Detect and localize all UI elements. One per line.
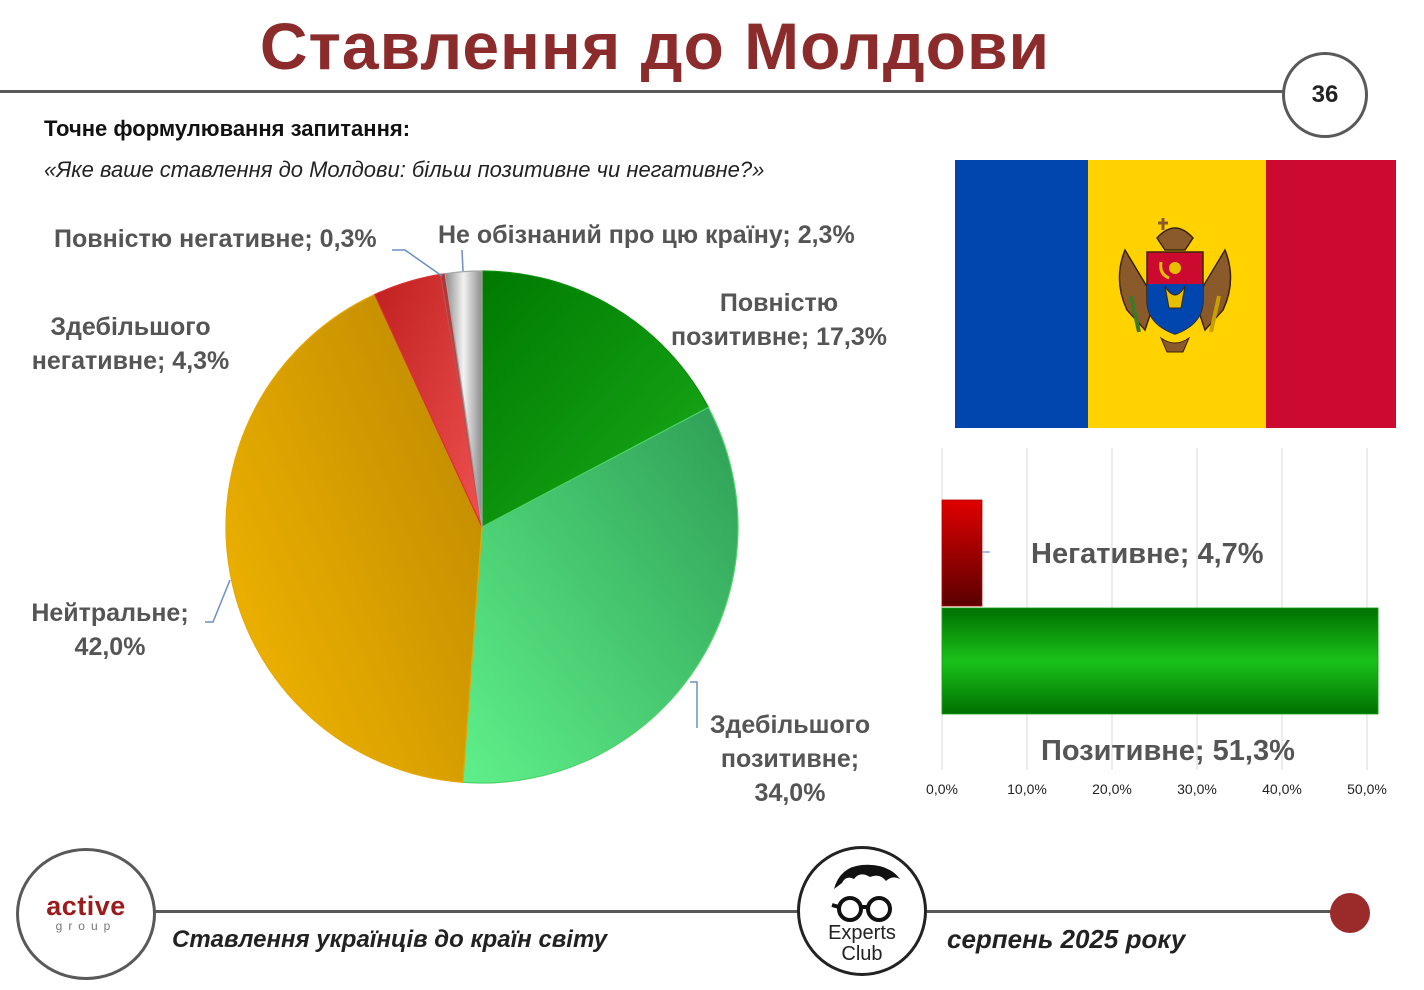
pie-label-mostly-negative-line2: негативне; 4,3% [31,347,230,375]
experts-club-text: Experts Club [800,923,924,965]
bar-positive [941,607,1379,715]
footer-end-dot [1330,893,1370,933]
pie-label-neutral-line1: Нейтральне; [31,599,189,627]
bar-x-tick-label: 50,0% [1347,781,1387,797]
page-number: 36 [1282,52,1368,138]
bar-x-tick-label: 10,0% [1007,781,1047,797]
pie-slice-strong-positive [481,270,710,528]
bar-x-tick-label: 20,0% [1092,781,1132,797]
glasses-icon [831,864,900,922]
leader-line-unaware [461,249,464,272]
experts-logo-line1: Experts [828,922,896,944]
pie-slice-mostly-positive [462,406,739,784]
footer-date: серпень 2025 року [947,924,1186,954]
bar-x-tick-label: 40,0% [1262,781,1302,797]
experts-club-logo: Experts Club [797,846,927,976]
active-group-logo: active group [16,848,156,980]
question-label: Точне формулювання запитання: [44,116,411,141]
group-logo-text: group [55,919,117,933]
pie-label-mostly-positive: Здебільшого позитивне; 34,0% [690,708,890,810]
leader-line-neutral [205,579,231,623]
pie-label-unaware: Не обізнаний про цю країну; 2,3% [438,221,855,249]
pie-label-mostly-positive-line1: Здебільшого [709,711,871,739]
pie-slice-neutral [225,293,483,783]
header-divider [0,90,1284,93]
pie-label-mostly-negative: Здебільшого негативне; 4,3% [8,310,253,378]
flag-red-stripe [1266,160,1396,428]
pie-label-mostly-positive-line2: позитивне; [720,745,860,773]
pie-label-neutral-line2: 42,0% [74,633,146,661]
active-logo-text: active [46,891,126,921]
pie-label-mostly-negative-line1: Здебільшого [50,313,211,341]
moldova-flag [955,160,1396,428]
experts-logo-line2: Club [841,943,883,965]
question-text: «Яке ваше ставлення до Молдови: більш по… [44,157,765,182]
bar-data-label-negative: Негативне; 4,7% [1031,538,1264,570]
pie-label-strong-positive: Повністю позитивне; 17,3% [644,286,914,354]
pie-label-strong-positive-line2: позитивне; 17,3% [671,323,887,351]
leader-line-strong-negative [392,249,443,277]
flag-blue-stripe [955,160,1088,428]
bar-data-label-positive: Позитивне; 51,3% [1041,735,1295,767]
pie-label-strong-negative: Повністю негативне; 0,3% [54,225,377,253]
pie-chart [205,249,739,784]
pie-label-mostly-positive-line3: 34,0% [754,779,826,807]
leader-line-mostly-positive [690,681,698,728]
pie-label-strong-positive-line1: Повністю [719,289,839,317]
bar-x-tick-label: 0,0% [926,781,958,797]
footer-divider [150,910,1350,913]
bar-x-tick-label: 30,0% [1177,781,1217,797]
bar-chart: 0,0% 10,0% 20,0% 30,0% 40,0% 50,0% Негативне;… [926,448,1387,797]
bar-negative [941,499,983,607]
pie-slice-unaware [444,270,483,528]
footer-report-title: Ставлення українців до країн світу [172,926,608,953]
pie-label-neutral: Нейтральне; 42,0% [10,596,210,664]
coat-of-arms-icon [1118,218,1232,353]
page-title: Ставлення до Молдови [259,9,1051,83]
